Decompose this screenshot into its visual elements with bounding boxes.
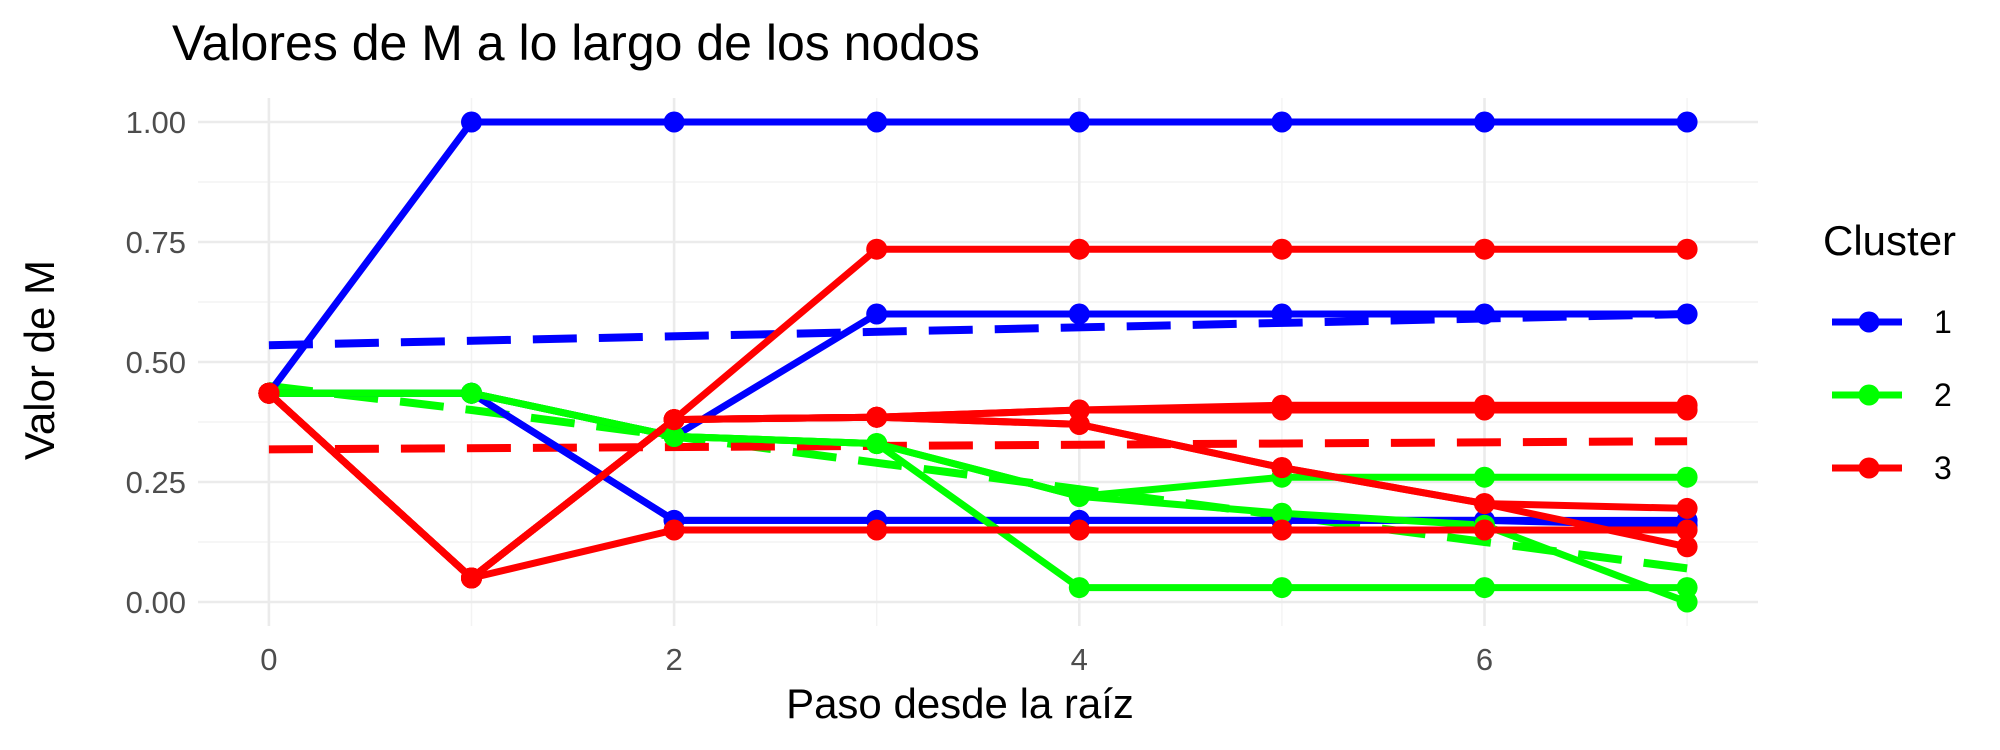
legend-key-point [1858,457,1880,479]
legend-entries: 1 2 3 [1832,304,1952,486]
data-points [258,111,1698,613]
data-point-cluster-3 [1271,399,1293,421]
data-point-cluster-1 [1473,303,1495,325]
data-point-cluster-1 [1271,303,1293,325]
data-point-cluster-2 [866,433,888,455]
y-tick-label: 0.75 [126,225,186,260]
legend: Cluster 1 2 3 [1823,217,1956,486]
data-point-cluster-3 [258,382,280,404]
trend-line-cluster-1 [268,310,1688,350]
data-point-cluster-3 [1676,536,1698,558]
data-point-cluster-3 [866,238,888,260]
data-point-cluster-3 [1271,519,1293,541]
chart-title: Valores de M a lo largo de los nodos [172,15,980,71]
data-point-cluster-2 [1271,577,1293,599]
legend-key-point [1858,311,1880,333]
data-point-cluster-3 [1271,457,1293,479]
data-point-cluster-3 [1676,238,1698,260]
data-point-cluster-3 [1271,238,1293,260]
x-axis-title: Paso desde la raíz [786,680,1134,727]
data-point-cluster-3 [1068,238,1090,260]
x-tick-label: 6 [1476,642,1493,677]
legend-label: 3 [1934,450,1952,486]
data-point-cluster-3 [663,409,685,431]
data-point-cluster-2 [1271,502,1293,524]
data-point-cluster-2 [1473,577,1495,599]
data-point-cluster-2 [1676,577,1698,599]
data-point-cluster-3 [1068,413,1090,435]
data-point-cluster-1 [1271,111,1293,133]
y-tick-label: 0.25 [126,465,186,500]
data-point-cluster-3 [1676,497,1698,519]
data-point-cluster-1 [1068,303,1090,325]
data-point-cluster-2 [1676,466,1698,488]
legend-title: Cluster [1823,217,1956,264]
data-point-cluster-2 [1068,485,1090,507]
x-tick-label: 2 [665,642,682,677]
data-point-cluster-1 [1676,303,1698,325]
data-point-cluster-3 [866,519,888,541]
data-point-cluster-1 [1068,111,1090,133]
data-point-cluster-2 [1676,591,1698,613]
data-point-cluster-3 [1473,399,1495,421]
data-point-cluster-3 [1068,519,1090,541]
y-axis-title: Valor de M [16,260,63,460]
data-point-cluster-1 [663,111,685,133]
series-lines [265,118,1691,606]
y-axis-ticks: 0.00 0.25 0.50 0.75 1.00 [126,105,186,620]
data-point-cluster-2 [663,425,685,447]
data-point-cluster-3 [1473,238,1495,260]
data-point-cluster-3 [461,567,483,589]
data-point-cluster-1 [866,111,888,133]
series-line-cluster-1 [265,118,1691,397]
y-tick-label: 0.50 [126,345,186,380]
data-point-cluster-3 [1676,399,1698,421]
data-point-cluster-2 [1473,466,1495,488]
data-point-cluster-1 [461,111,483,133]
data-point-cluster-2 [461,382,483,404]
x-axis-ticks: 0 2 4 6 [260,642,1493,677]
x-tick-label: 4 [1071,642,1088,677]
series-line-cluster-2 [265,389,1691,592]
y-tick-label: 1.00 [126,105,186,140]
legend-label: 1 [1934,304,1952,340]
data-point-cluster-3 [1676,519,1698,541]
data-point-cluster-1 [1676,111,1698,133]
data-point-cluster-1 [866,303,888,325]
data-point-cluster-3 [663,519,685,541]
x-tick-label: 0 [260,642,277,677]
data-point-cluster-3 [1473,493,1495,515]
data-point-cluster-1 [1473,111,1495,133]
trend-line-cluster-3 [268,437,1688,454]
series-line-cluster-3 [265,389,1691,582]
legend-key-point [1858,384,1880,406]
series-line-cluster-3 [265,389,1691,582]
data-point-cluster-2 [1068,577,1090,599]
y-tick-label: 0.00 [126,585,186,620]
data-point-cluster-3 [1068,399,1090,421]
legend-label: 2 [1934,377,1952,413]
data-point-cluster-3 [1473,519,1495,541]
data-point-cluster-3 [866,406,888,428]
